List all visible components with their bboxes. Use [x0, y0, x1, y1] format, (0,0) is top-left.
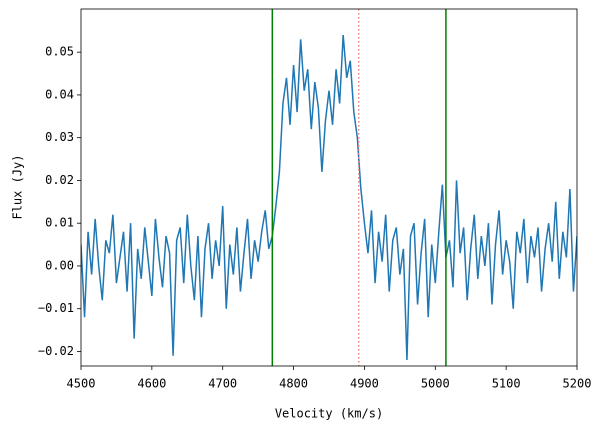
y-tick-label: 0.05	[45, 45, 74, 59]
x-tick-label: 4900	[350, 377, 379, 391]
y-tick-label: 0.02	[45, 173, 74, 187]
y-tick-label: 0.01	[45, 216, 74, 230]
x-tick-label: 4800	[279, 377, 308, 391]
y-tick-label: −0.02	[38, 344, 74, 358]
x-tick-label: 4700	[208, 377, 237, 391]
x-tick-label: 5200	[563, 377, 592, 391]
plot-frame	[80, 8, 578, 367]
x-axis-label: Velocity (km/s)	[275, 407, 383, 421]
x-tick-label: 4600	[137, 377, 166, 391]
y-tick-label: −0.01	[38, 301, 74, 315]
spectrum-line	[81, 35, 577, 361]
x-tick-label: 4500	[67, 377, 96, 391]
y-tick-label: 0.03	[45, 130, 74, 144]
x-tick-label: 5100	[492, 377, 521, 391]
y-tick-label: 0.04	[45, 87, 74, 101]
y-axis-label: Flux (Jy)	[11, 154, 25, 219]
y-tick-label: 0.00	[45, 258, 74, 272]
x-tick-label: 5000	[421, 377, 450, 391]
